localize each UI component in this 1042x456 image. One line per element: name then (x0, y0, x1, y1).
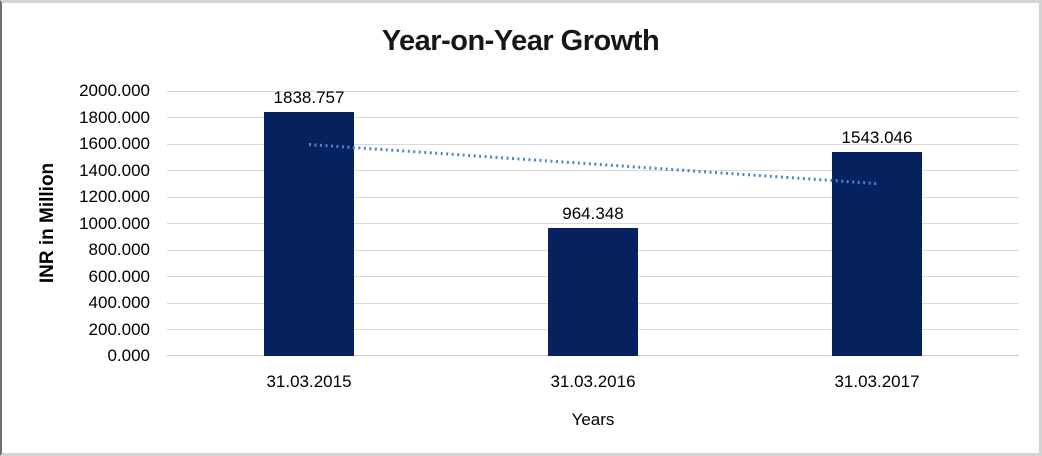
y-tick-label: 1400.000 (79, 160, 150, 180)
y-tick-label: 2000.000 (79, 81, 150, 100)
bar-data-label: 1543.046 (841, 127, 913, 147)
bar-data-label: 1838.757 (273, 88, 345, 108)
trendline-path (308, 142, 878, 186)
bar (264, 112, 354, 356)
gridline (167, 90, 1019, 92)
bar (832, 151, 922, 356)
y-tick-label: 1800.000 (79, 107, 150, 127)
gridline (167, 196, 1019, 198)
bar-data-label: 964.348 (562, 204, 624, 224)
x-tick-label: 31.03.2015 (266, 372, 352, 391)
plot-area: 1838.757 964.348 1543.046 (167, 88, 1019, 356)
gridline (167, 143, 1019, 145)
x-tick-label: 31.03.2016 (550, 372, 636, 391)
y-tick-label: 0.000 (107, 346, 150, 365)
y-tick-label: 1000.000 (79, 213, 150, 233)
x-axis-tick-labels: 31.03.2015 31.03.2016 31.03.2017 (167, 372, 1019, 394)
y-tick-label: 600.000 (88, 266, 150, 286)
gridline (167, 170, 1019, 171)
trendline (308, 142, 878, 186)
x-tick-label: 31.03.2017 (834, 372, 920, 391)
gridline (167, 223, 1019, 224)
y-tick-label: 800.000 (88, 240, 150, 259)
gridline (167, 117, 1019, 118)
y-axis-tick-labels: 0.000 200.000 400.000 600.000 800.000 1000.00… (2, 81, 150, 365)
y-tick-label: 1600.000 (79, 134, 150, 153)
chart-title: Year-on-Year Growth (381, 25, 660, 57)
bar (548, 228, 638, 356)
y-tick-label: 400.000 (88, 293, 150, 312)
y-tick-label: 200.000 (88, 319, 150, 339)
y-tick-label: 1200.000 (79, 187, 150, 206)
x-axis-title: Years (571, 410, 615, 429)
